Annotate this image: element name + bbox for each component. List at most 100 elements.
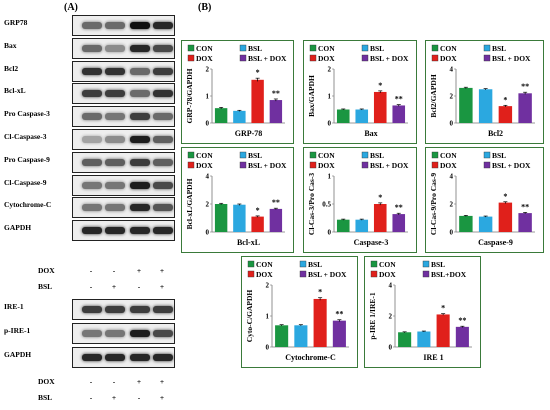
blot-row: Pro Caspase-9: [4, 151, 175, 174]
bar: [214, 108, 228, 123]
y-tick-label: 4: [450, 173, 454, 181]
legend-swatch: [247, 260, 255, 268]
blot-label: GRP78: [4, 18, 28, 27]
treatment-row: BSL - + - +: [4, 393, 175, 405]
blot-band: [82, 181, 102, 189]
blot-band: [153, 306, 173, 313]
y-tick-label: 4: [450, 66, 454, 74]
significance-mark: *: [256, 206, 260, 215]
bar: [251, 216, 264, 232]
blot-row: Pro Caspase-3: [4, 105, 175, 128]
x-axis-label: Bax: [364, 129, 377, 138]
blot-row: IRE-1: [4, 298, 175, 321]
blot-band: [153, 136, 173, 143]
blot-band: [130, 330, 150, 337]
significance-mark: **: [458, 316, 466, 325]
bar: [336, 219, 350, 232]
treatment-sign: -: [137, 282, 141, 291]
y-tick-label: 0: [206, 229, 210, 237]
bar-chart: CON BSL DOX BSL + DOX 0 1 2 GRP-78/GAPDH * ** GRP-…: [181, 40, 294, 144]
blot-band: [130, 227, 150, 235]
treatment-sign: -: [89, 282, 93, 291]
blot-band: [130, 181, 150, 189]
bar: [478, 216, 493, 232]
legend-swatch: [361, 151, 369, 159]
blot-band: [82, 90, 102, 98]
treatment-sign: +: [159, 282, 165, 291]
y-tick-label: 1: [328, 173, 332, 181]
bar: [233, 204, 246, 232]
significance-mark: *: [378, 81, 382, 90]
legend-swatch: [422, 260, 430, 268]
bar: [275, 325, 289, 347]
blot-band: [130, 354, 150, 361]
blot-band: [130, 44, 150, 52]
blot-label: Cl-Caspase-3: [4, 132, 47, 141]
treatment-sign: +: [111, 393, 117, 402]
y-axis-label: Cyto-C/GAPDH: [245, 290, 254, 343]
significance-mark: **: [395, 203, 403, 212]
treatment-label: BSL: [38, 393, 53, 402]
significance-mark: **: [395, 95, 403, 104]
treatment-sign: +: [159, 377, 165, 386]
y-axis-label: Bcl-xL/GAPDH: [185, 178, 194, 229]
treatment-sign: -: [89, 393, 93, 402]
blot-image: [72, 299, 175, 320]
blot-label: p-IRE-1: [4, 326, 31, 335]
legend-swatch: [239, 44, 247, 52]
panel-b-label: (B): [198, 2, 212, 13]
treatment-sign: +: [159, 393, 165, 402]
bar: [251, 79, 264, 123]
chart-svg: CON BSL DOX BSL + DOX 0 0.5 1 Cl-Cas-3/Pro Cas-…: [307, 151, 409, 247]
y-tick-label: 0: [206, 120, 210, 128]
legend-swatch: [187, 54, 195, 62]
bar: [417, 331, 431, 347]
blot-label: GAPDH: [4, 223, 32, 233]
blot-band: [105, 204, 125, 212]
treatment-sign: -: [112, 377, 116, 386]
x-axis-label: Bcl2: [488, 129, 503, 138]
blot-label: Pro Caspase-3: [4, 109, 50, 119]
blot-label: IRE-1: [4, 302, 24, 311]
chart-svg: CON BSL DOX BSL + DOX 0 2 4 Cl-Cas-9/Pro Cas-9 *…: [429, 151, 535, 247]
legend-label: CON: [196, 151, 213, 160]
blot-image: [72, 129, 175, 150]
legend-label: BSL: [492, 44, 506, 53]
legend-label: BSL + DOX: [370, 54, 409, 63]
bar-chart: CON BSL DOX BSL + DOX 0 1 2 Bax/GAPDH * ** Bax: [303, 40, 417, 144]
legend-swatch: [431, 44, 439, 52]
y-tick-label: 2: [206, 201, 210, 209]
blot-band: [153, 67, 173, 75]
legend-swatch: [422, 270, 430, 278]
blot-band: [153, 354, 173, 361]
blot-image: [72, 197, 175, 219]
y-tick-label: 1: [266, 313, 270, 321]
x-axis-label: IRE 1: [423, 353, 443, 362]
treatment-row: DOX - - + +: [4, 266, 175, 278]
blot-band: [105, 44, 125, 52]
significance-mark: *: [318, 288, 322, 297]
y-tick-label: 2: [266, 282, 270, 290]
bar: [498, 106, 513, 123]
blot-row: GRP78: [4, 14, 175, 37]
legend-label: DOX: [318, 54, 335, 63]
blot-image: [72, 60, 175, 82]
legend-swatch: [483, 151, 491, 159]
y-axis-label: Bcl2/GAPDH: [429, 74, 438, 117]
bar: [459, 215, 473, 232]
treatment-label: DOX: [38, 377, 55, 386]
blot-band: [105, 181, 125, 189]
bar: [398, 332, 412, 347]
bar-chart: CON BSL DOX BSL + DOX 0 2 4 Bcl2/GAPDH * ** Bcl2: [425, 40, 544, 144]
blot-band: [82, 227, 102, 235]
bar: [313, 298, 327, 347]
blot-band: [82, 158, 102, 166]
legend-label: BSL + DOX: [248, 54, 287, 63]
significance-mark: **: [521, 202, 529, 211]
blot-row: GAPDH: [4, 346, 175, 369]
blot-row: Bax: [4, 37, 175, 60]
treatment-sign: -: [137, 393, 141, 402]
significance-mark: *: [378, 193, 382, 202]
significance-mark: *: [441, 304, 445, 313]
